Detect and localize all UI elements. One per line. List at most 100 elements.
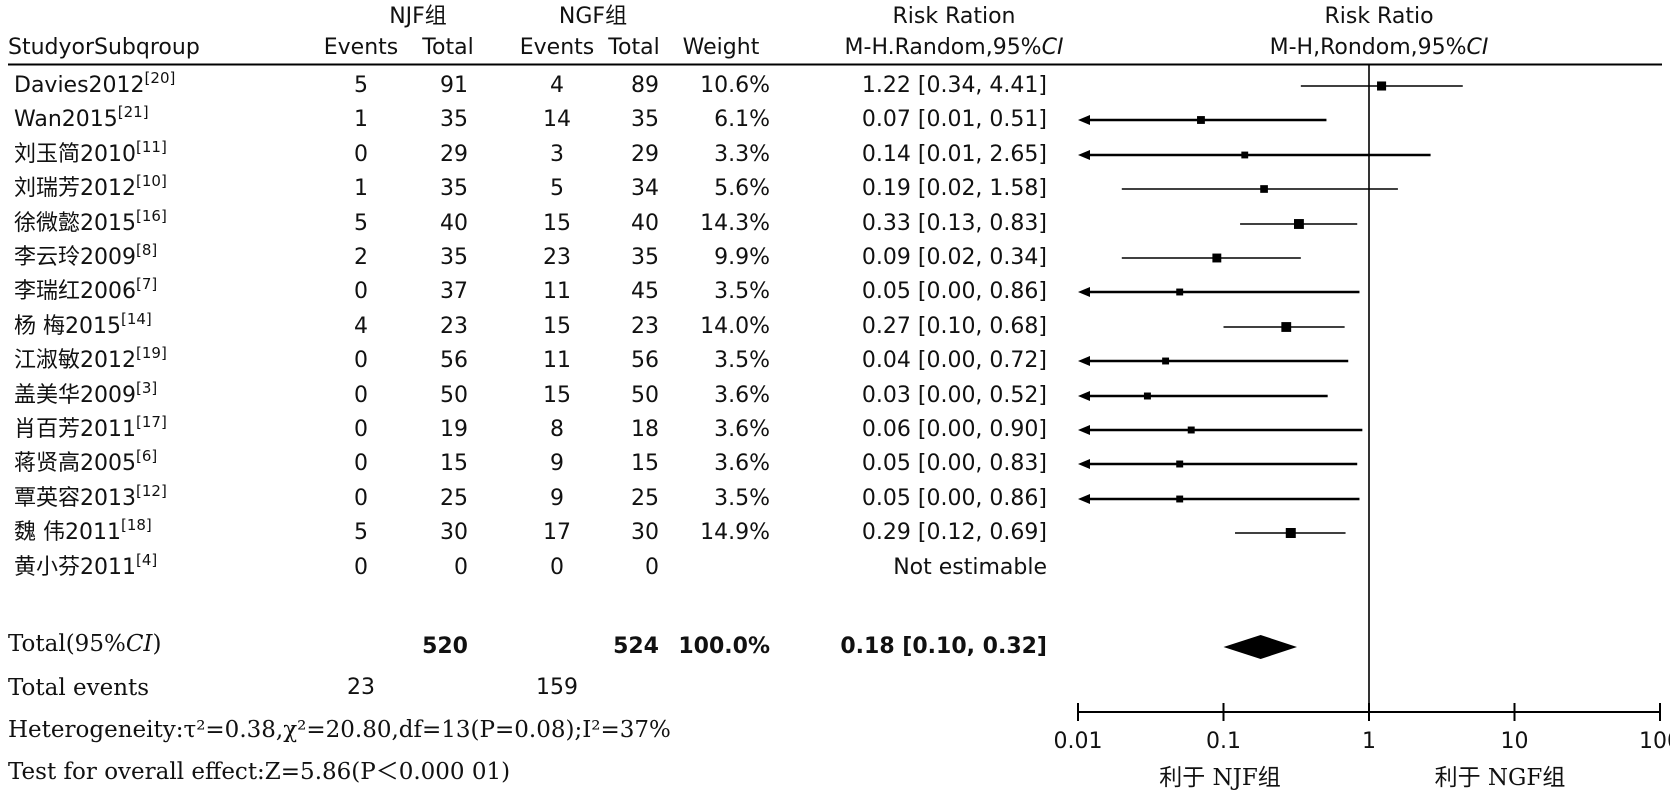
study-point — [1176, 460, 1184, 468]
events1-cell: 0 — [354, 486, 368, 511]
study-label: 刘瑞芳2012 — [14, 176, 136, 201]
study-ref: [17] — [136, 413, 167, 431]
events1-col-header: Events — [323, 35, 399, 60]
study-point — [1212, 253, 1222, 263]
study-ref: [11] — [136, 138, 167, 156]
events2-cell: 11 — [543, 348, 571, 373]
ci-arrow-left — [1078, 287, 1090, 297]
study-name: 盖美华2009[3] — [14, 381, 157, 408]
total2-cell: 56 — [631, 348, 659, 373]
total2-cell: 15 — [631, 451, 659, 476]
favours-left-label: 利于 NJF组 — [1159, 765, 1281, 791]
favours-right-label: 利于 NGF组 — [1434, 765, 1566, 791]
weight-cell: 14.0% — [700, 314, 770, 339]
total-events2: 159 — [536, 675, 578, 700]
events1-cell: 0 — [354, 451, 368, 476]
study-ref: [16] — [136, 207, 167, 225]
study-name: 杨 梅2015[14] — [14, 312, 152, 339]
events2-col-header: Events — [519, 35, 595, 60]
weight-cell: 9.9% — [714, 245, 770, 270]
total1-cell: 23 — [440, 314, 468, 339]
study-label: 盖美华2009 — [14, 383, 136, 408]
study-point — [1197, 116, 1205, 124]
events2-cell: 3 — [550, 142, 564, 167]
events2-cell: 17 — [543, 520, 571, 545]
total1-cell: 37 — [440, 279, 468, 304]
study-ref: [8] — [136, 241, 158, 259]
events1-cell: 0 — [354, 555, 368, 580]
weight-cell: 3.5% — [714, 348, 770, 373]
total1-col-header: Total — [422, 35, 474, 60]
total2-cell: 35 — [631, 107, 659, 132]
study-point — [1187, 426, 1195, 434]
study-point — [1281, 322, 1292, 332]
total2-cell: 23 — [631, 314, 659, 339]
study-ref: [4] — [136, 551, 158, 569]
study-point — [1377, 81, 1387, 91]
weight-cell: 10.6% — [700, 73, 770, 98]
ci-arrow-left — [1078, 391, 1090, 401]
events2-cell: 15 — [543, 314, 571, 339]
total2-cell: 45 — [631, 279, 659, 304]
events2-cell: 15 — [543, 383, 571, 408]
events1-cell: 0 — [354, 417, 368, 442]
total2-col-header: Total — [608, 35, 660, 60]
study-name: 刘瑞芳2012[10] — [14, 174, 167, 201]
ci-arrow-left — [1078, 356, 1090, 366]
weight-cell: 3.6% — [714, 383, 770, 408]
study-label: 杨 梅2015 — [14, 314, 121, 339]
study-label: 魏 伟2011 — [14, 520, 121, 545]
study-name: 李云玲2009[8] — [14, 243, 157, 270]
ci-arrow-left — [1078, 425, 1090, 435]
ci-arrow-left — [1078, 459, 1090, 469]
rr-cell: 0.14 [0.01, 2.65] — [861, 142, 1047, 167]
study-point — [1241, 151, 1249, 159]
study-point — [1176, 495, 1184, 503]
group2-header: NGF组 — [558, 4, 628, 29]
rr-title: Risk Ration — [892, 4, 1016, 29]
events2-cell: 0 — [550, 555, 564, 580]
events2-cell: 9 — [550, 451, 564, 476]
study-label: 李瑞红2006 — [14, 279, 136, 304]
rr-cell: 0.27 [0.10, 0.68] — [861, 314, 1047, 339]
events2-cell: 9 — [550, 486, 564, 511]
study-name: 黄小芬2011[4] — [14, 553, 157, 580]
rr-cell: 0.06 [0.00, 0.90] — [861, 417, 1047, 442]
events1-cell: 1 — [354, 176, 368, 201]
group1-header: NJF组 — [389, 4, 447, 29]
total1-cell: 30 — [440, 520, 468, 545]
rr-cell: 0.05 [0.00, 0.86] — [861, 279, 1047, 304]
total2-value: 524 — [613, 634, 659, 659]
events1-cell: 1 — [354, 107, 368, 132]
study-ref: [7] — [136, 275, 158, 293]
study-label: 肖百芳2011 — [14, 417, 136, 442]
study-name: 徐微懿2015[16] — [14, 209, 167, 236]
total2-cell: 35 — [631, 245, 659, 270]
study-label: 蒋贤高2005 — [14, 451, 136, 476]
total1-cell: 91 — [440, 73, 468, 98]
study-label: 覃英容2013 — [14, 486, 136, 511]
study-label: 刘玉简2010 — [14, 142, 136, 167]
weight-cell: 3.6% — [714, 417, 770, 442]
total-label: Total(95%CI) — [8, 631, 162, 657]
weight-cell: 14.3% — [700, 211, 770, 236]
study-ref: [12] — [136, 482, 167, 500]
total1-cell: 0 — [454, 555, 468, 580]
total-events-label: Total events — [8, 675, 150, 701]
total-events1: 23 — [347, 675, 375, 700]
total1-cell: 56 — [440, 348, 468, 373]
overall-effect-text: Test for overall effect:Z=5.86(P＜0.000 0… — [8, 759, 511, 785]
total1-cell: 19 — [440, 417, 468, 442]
study-name: 肖百芳2011[17] — [14, 415, 167, 442]
events2-cell: 8 — [550, 417, 564, 442]
events2-cell: 23 — [543, 245, 571, 270]
x-tick-label: 10 — [1501, 729, 1529, 754]
study-ref: [3] — [136, 379, 158, 397]
study-name: 覃英容2013[12] — [14, 484, 167, 511]
events1-cell: 2 — [354, 245, 368, 270]
study-col-header: StudyorSubqroup — [8, 35, 200, 60]
events2-cell: 14 — [543, 107, 571, 132]
study-name: 江淑敏2012[19] — [14, 346, 167, 373]
study-label: 李云玲2009 — [14, 245, 136, 270]
plot-method-header: M-H,Rondom,95%CI — [1269, 35, 1489, 60]
